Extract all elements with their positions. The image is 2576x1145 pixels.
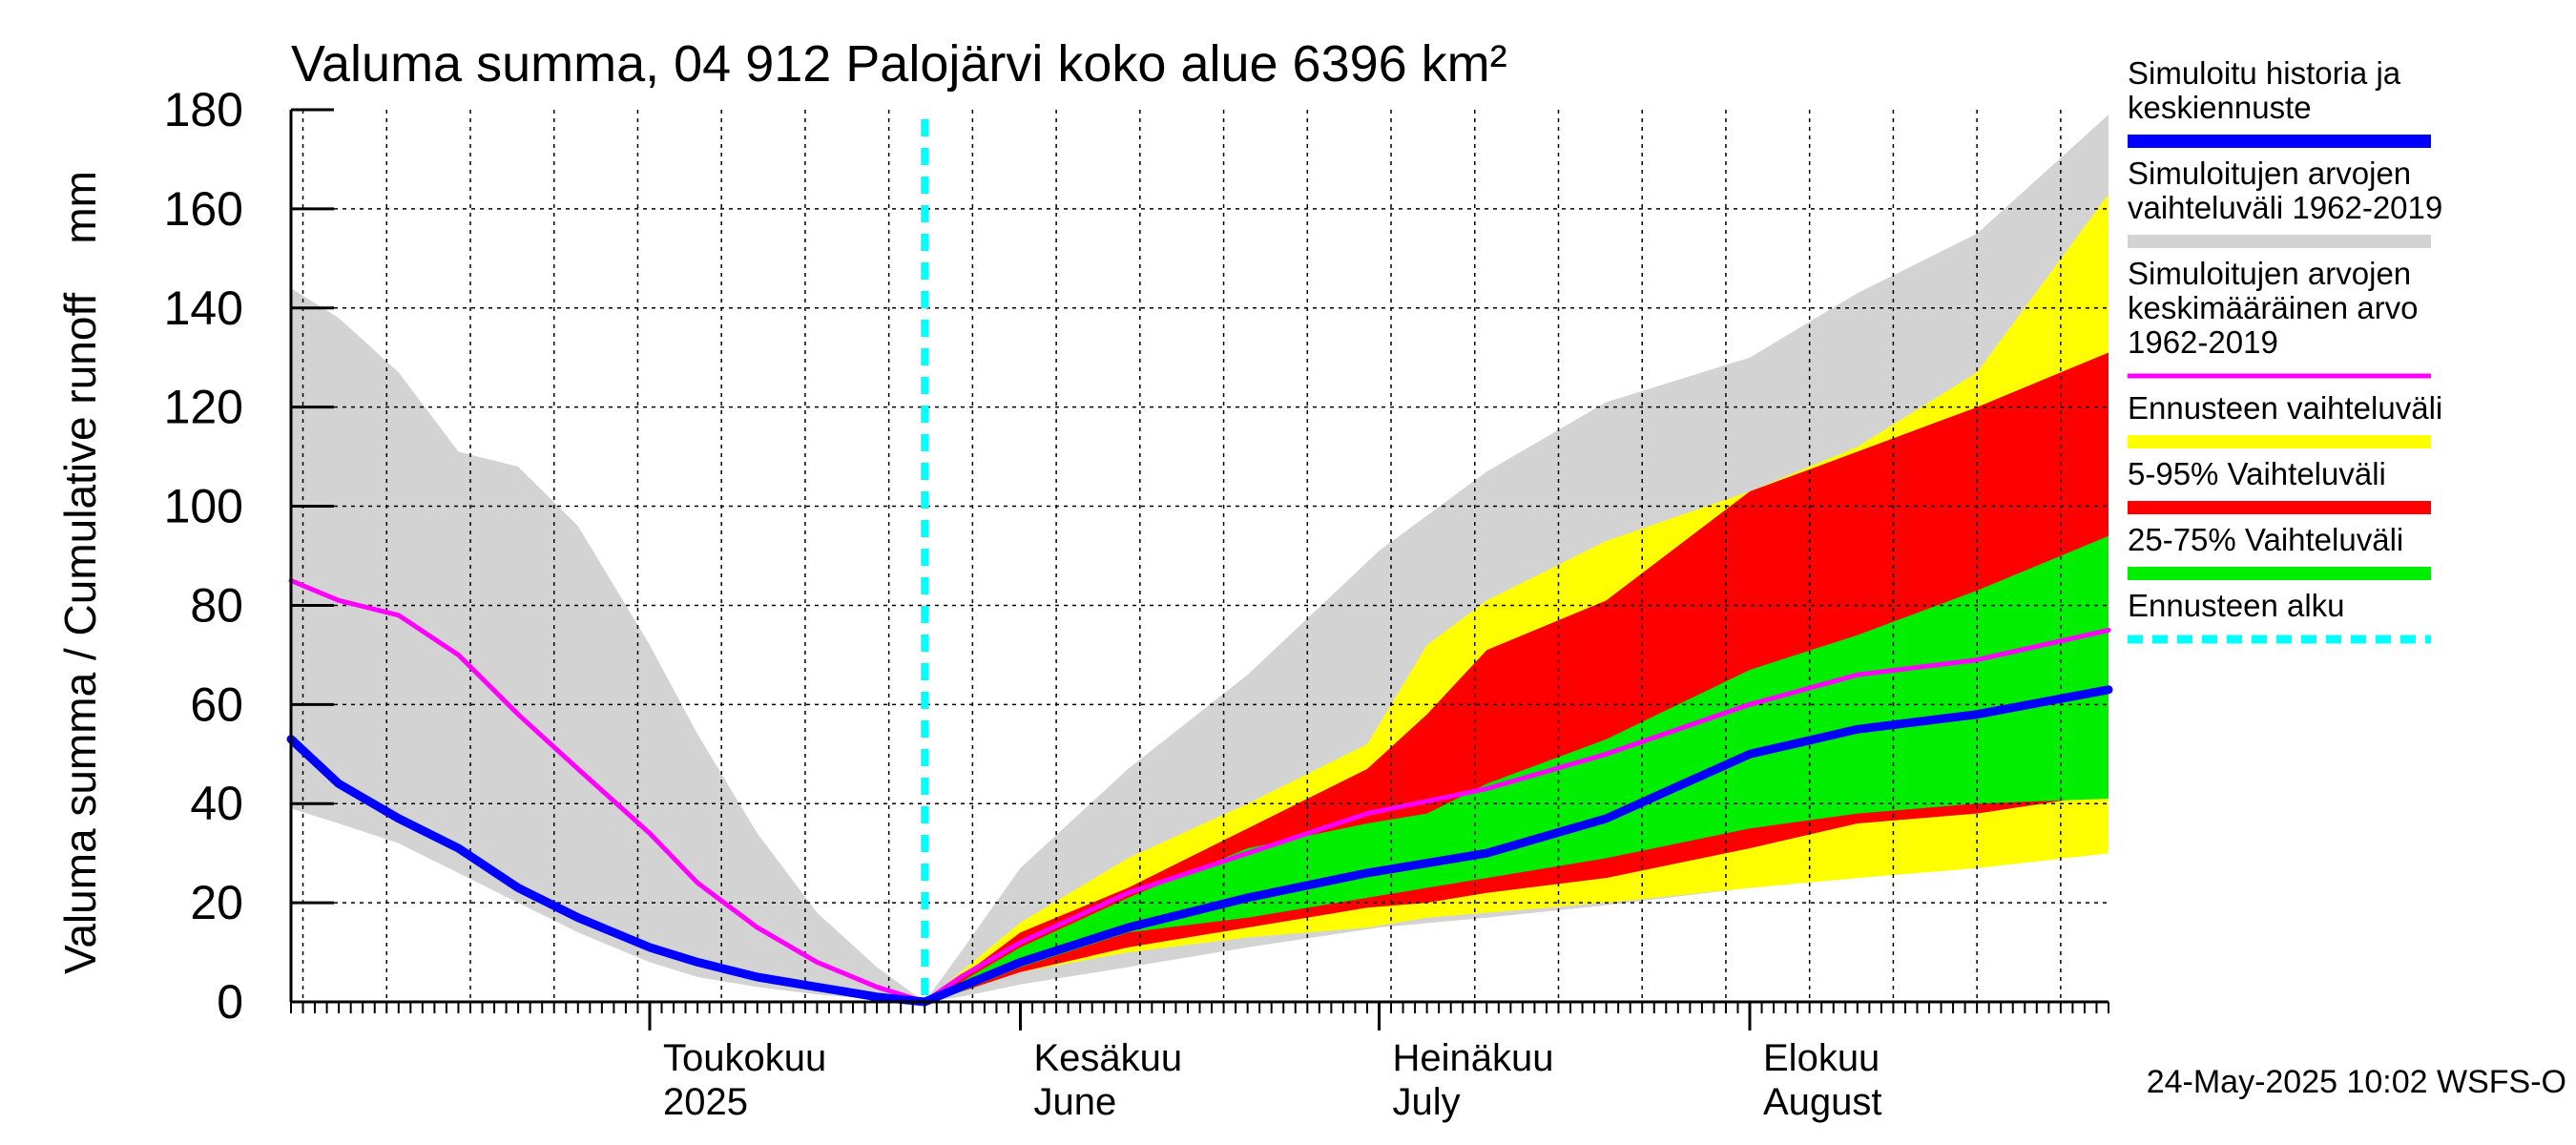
legend-label: Simuloitujen arvojen (2128, 256, 2411, 291)
y-tick-label: 60 (190, 677, 243, 731)
band-2 (924, 352, 2109, 1002)
legend-label: 1962-2019 (2128, 324, 2278, 360)
y-tick-label: 20 (190, 876, 243, 929)
legend-label: keskimääräinen arvo (2128, 290, 2418, 325)
legend-item-3: Ennusteen vaihteluväli (2128, 390, 2442, 448)
legend-label: Simuloitu historia ja (2128, 55, 2401, 91)
legend-item-4: 5-95% Vaihteluväli (2128, 456, 2431, 514)
chart-title: Valuma summa, 04 912 Palojärvi koko alue… (291, 35, 1507, 93)
legend-item-6: Ennusteen alku (2128, 588, 2431, 644)
legend: Simuloitu historia jakeskiennusteSimuloi… (2128, 55, 2442, 644)
y-tick-label: 180 (164, 83, 243, 136)
legend-label: 5-95% Vaihteluväli (2128, 456, 2386, 491)
y-tick-label: 100 (164, 480, 243, 533)
band-3 (924, 535, 2109, 1002)
y-tick-label: 120 (164, 381, 243, 434)
x-month-label-secondary: August (1763, 1081, 1882, 1123)
y-tick-label: 140 (164, 281, 243, 335)
x-month-label: Kesäkuu (1034, 1037, 1183, 1079)
legend-label: Ennusteen alku (2128, 588, 2345, 623)
x-month-label: Toukokuu (663, 1037, 826, 1079)
grid (291, 110, 2109, 1002)
x-month-label: Heinäkuu (1392, 1037, 1553, 1079)
legend-label: keskiennuste (2128, 90, 2312, 125)
y-tick-label: 40 (190, 777, 243, 830)
y-axis-label: Valuma summa / Cumulative runoff mm (55, 171, 105, 974)
y-tick-label: 0 (217, 975, 243, 1029)
plot-area (286, 110, 2113, 1007)
legend-item-5: 25-75% Vaihteluväli (2128, 522, 2431, 580)
legend-label: Simuloitujen arvojen (2128, 156, 2411, 191)
legend-label: Ennusteen vaihteluväli (2128, 390, 2442, 426)
x-month-label-secondary: July (1392, 1081, 1460, 1123)
x-month-label-secondary: June (1034, 1081, 1117, 1123)
legend-label: 25-75% Vaihteluväli (2128, 522, 2403, 557)
x-month-label-secondary: 2025 (663, 1081, 748, 1123)
x-month-label: Elokuu (1763, 1037, 1880, 1079)
footer-timestamp: 24-May-2025 10:02 WSFS-O (2147, 1064, 2566, 1100)
y-tick-label: 160 (164, 182, 243, 236)
y-tick-label: 80 (190, 578, 243, 632)
legend-label: vaihteluväli 1962-2019 (2128, 190, 2442, 225)
